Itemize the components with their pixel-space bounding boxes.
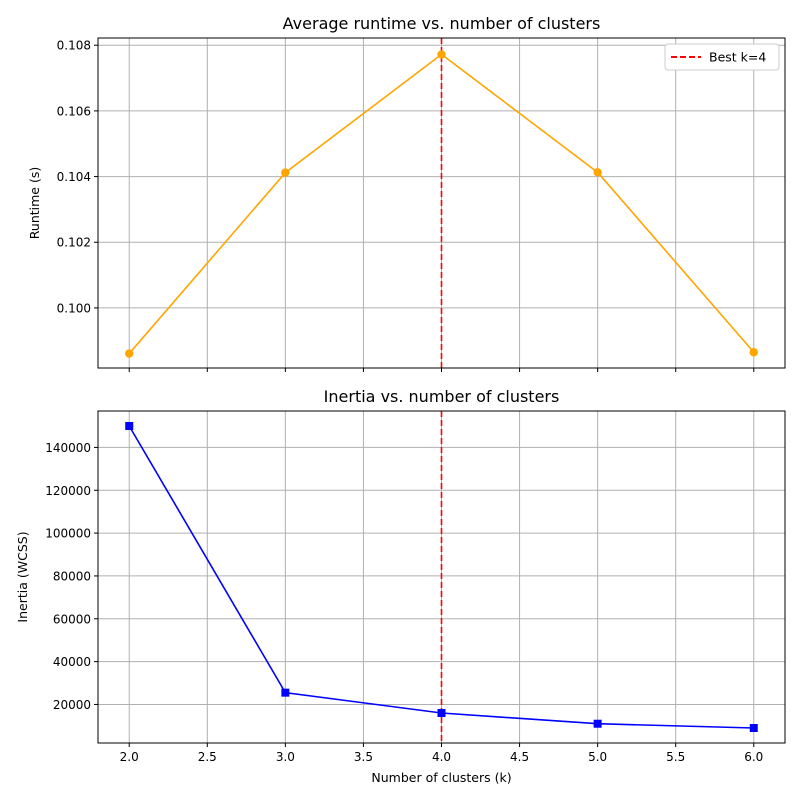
y-tick-label: 60000	[53, 612, 91, 626]
y-tick-label: 140000	[45, 441, 91, 455]
y-tick-label: 0.106	[57, 104, 91, 118]
x-tick-label: 2.5	[198, 750, 217, 764]
runtime-data-point	[749, 348, 758, 357]
inertia-data-point	[437, 709, 446, 718]
legend-best-k-label: Best k=4	[709, 50, 766, 65]
y-tick-label: 40000	[53, 655, 91, 669]
y-tick-label: 0.108	[57, 39, 91, 53]
runtime-series-layer	[125, 50, 758, 358]
inertia-data-point	[125, 421, 134, 430]
y-tick-label: 120000	[45, 484, 91, 498]
runtime-data-point	[437, 50, 446, 59]
x-tick-label: 6.0	[744, 750, 763, 764]
x-tick-label: 2.0	[120, 750, 139, 764]
runtime-grid	[98, 38, 785, 368]
x-tick-label: 4.5	[510, 750, 529, 764]
x-tick-label: 5.0	[588, 750, 607, 764]
inertia-x-axis-label: Number of clusters (k)	[371, 770, 511, 785]
inertia-subplot: Inertia vs. number of clusters 2.0 2.5 3.0…	[15, 387, 786, 785]
y-tick-label: 0.100	[57, 301, 91, 315]
runtime-data-point	[593, 168, 602, 177]
x-tick-label: 5.5	[666, 750, 685, 764]
runtime-data-point	[125, 349, 134, 358]
y-tick-label: 0.104	[57, 170, 91, 184]
x-tick-label: 3.5	[354, 750, 373, 764]
runtime-y-axis-label: Runtime (s)	[27, 167, 42, 239]
inertia-y-axis-label: Inertia (WCSS)	[15, 531, 30, 622]
inertia-data-point	[749, 724, 758, 733]
inertia-chart-title: Inertia vs. number of clusters	[324, 387, 560, 406]
runtime-ticks: 0.100 0.102 0.104 0.106 0.108	[57, 39, 755, 372]
y-tick-label: 80000	[53, 569, 91, 583]
legend-frame	[664, 43, 780, 71]
x-tick-label: 4.0	[432, 750, 451, 764]
runtime-data-point	[281, 168, 290, 177]
x-tick-label: 3.0	[276, 750, 295, 764]
runtime-legend: Best k=4	[664, 43, 780, 71]
inertia-data-point	[593, 719, 602, 728]
y-tick-label: 20000	[53, 698, 91, 712]
inertia-data-point	[281, 688, 290, 697]
inertia-ticks: 2.0 2.5 3.0 3.5 4.0 4.5 5.0 5.5 6.0 20000 40000 600…	[45, 441, 763, 764]
y-tick-label: 0.102	[57, 236, 91, 250]
runtime-subplot: Average runtime vs. number of clusters 0…	[27, 14, 786, 372]
y-tick-label: 100000	[45, 527, 91, 541]
runtime-chart-title: Average runtime vs. number of clusters	[283, 14, 601, 33]
inertia-series-layer	[125, 421, 758, 733]
